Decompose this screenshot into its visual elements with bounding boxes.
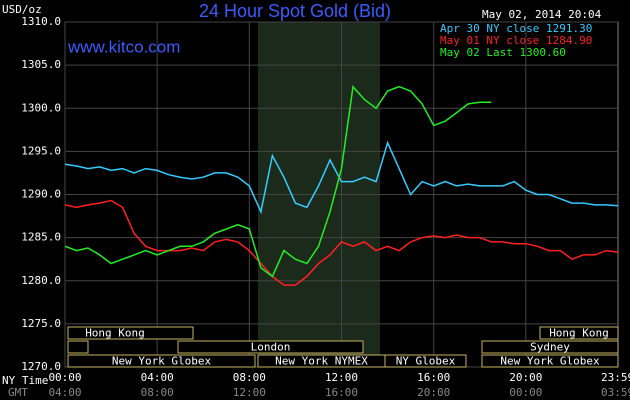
x-axis-label: NY Time xyxy=(2,374,48,387)
session-label: London xyxy=(251,341,291,354)
session-box xyxy=(539,326,619,340)
session-label: Hong Kong xyxy=(85,327,145,340)
x2-tick-label: 16:00 xyxy=(325,386,358,399)
y-tick-label: 1285.0 xyxy=(21,231,61,244)
session-label: Hong Kong xyxy=(549,327,609,340)
session-box xyxy=(384,354,467,368)
y-tick-label: 1275.0 xyxy=(21,317,61,330)
session-label: New York Globex xyxy=(112,355,212,368)
legend-entry: May 01 NY close 1284.90 xyxy=(440,34,592,47)
y-tick-label: 1270.0 xyxy=(21,360,61,373)
source: www.kitco.com xyxy=(67,37,180,56)
x-tick-label: 12:00 xyxy=(325,371,358,384)
session-label: New York NYMEX xyxy=(275,355,368,368)
session-box xyxy=(67,354,256,368)
x-tick-label: 20:00 xyxy=(509,371,542,384)
legend-entry: May 02 Last 1300.60 xyxy=(440,46,566,59)
session-label: New York Globex xyxy=(500,355,600,368)
x2-tick-label: 08:00 xyxy=(141,386,174,399)
y-tick-label: 1310.0 xyxy=(21,15,61,28)
x2-tick-label: 03:59 xyxy=(601,386,630,399)
series-line xyxy=(64,84,492,278)
series-line xyxy=(64,199,619,286)
y-tick-label: 1300.0 xyxy=(21,101,61,114)
series-line xyxy=(64,140,619,215)
x-tick-label: 16:00 xyxy=(417,371,450,384)
session-box xyxy=(481,340,619,354)
x2-tick-label: 00:00 xyxy=(509,386,542,399)
x2-axis-label: GMT xyxy=(8,386,28,399)
x2-tick-label: 12:00 xyxy=(233,386,266,399)
session-box xyxy=(67,326,194,340)
session-label: NY Globex xyxy=(396,355,456,368)
x2-tick-label: 20:00 xyxy=(417,386,450,399)
chart-title: 24 Hour Spot Gold (Bid) xyxy=(199,1,391,21)
timestamp: May 02, 2014 20:04 xyxy=(482,8,602,21)
x-tick-label: 00:00 xyxy=(48,371,81,384)
y-tick-label: 1295.0 xyxy=(21,144,61,157)
y-axis-label: USD/oz xyxy=(2,3,42,16)
x-tick-label: 23:59 xyxy=(601,371,630,384)
x-tick-label: 04:00 xyxy=(141,371,174,384)
x2-tick-label: 04:00 xyxy=(48,386,81,399)
y-tick-label: 1290.0 xyxy=(21,188,61,201)
session-label: Sydney xyxy=(530,341,570,354)
y-tick-label: 1280.0 xyxy=(21,274,61,287)
x-tick-label: 08:00 xyxy=(233,371,266,384)
legend-entry: Apr 30 NY close 1291.30 xyxy=(440,22,592,35)
session-box xyxy=(177,340,364,354)
session-box xyxy=(67,340,89,354)
session-box xyxy=(481,354,619,368)
y-tick-label: 1305.0 xyxy=(21,58,61,71)
